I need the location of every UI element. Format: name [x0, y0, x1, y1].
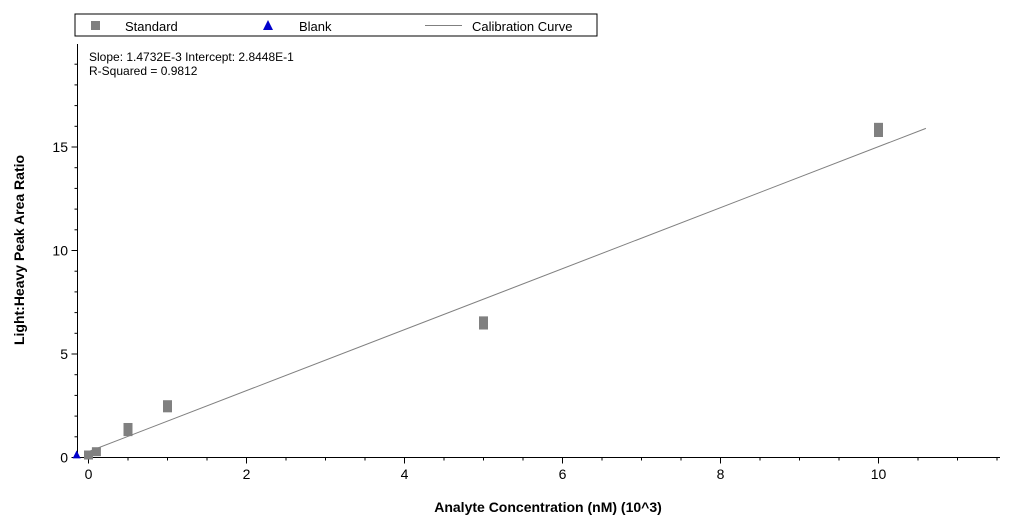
x-tick-label: 10	[871, 466, 887, 482]
x-tick-label: 6	[559, 466, 567, 482]
standard-point	[123, 422, 133, 432]
y-axis-ticks: 0 5 10 15	[52, 63, 78, 466]
legend-blank-marker	[263, 20, 273, 30]
standard-point	[91, 447, 101, 457]
legend-box	[74, 13, 598, 37]
legend-curve-label: Calibration Curve	[472, 19, 572, 34]
x-axis-title: Analyte Concentration (nM) (10^3)	[434, 499, 662, 515]
y-tick-label: 15	[52, 139, 68, 155]
legend-standard-marker	[91, 21, 100, 30]
calibration-curve-line	[88, 127, 927, 453]
plot-area	[72, 122, 927, 460]
blank-point	[72, 450, 81, 459]
standard-point	[874, 128, 883, 138]
standard-point	[479, 316, 488, 326]
standard-point	[874, 122, 883, 132]
y-tick-label: 5	[60, 346, 68, 362]
y-tick-label: 0	[60, 450, 68, 466]
equation-annotation: Slope: 1.4732E-3 Intercept: 2.8448E-1	[89, 50, 294, 64]
legend-standard-label: Standard	[125, 19, 178, 34]
x-tick-label: 0	[85, 466, 93, 482]
standard-point	[84, 450, 93, 460]
y-tick-label: 10	[52, 243, 68, 259]
x-tick-label: 8	[717, 466, 725, 482]
x-axis-ticks: 0 2 4 6 8 10	[85, 457, 998, 482]
x-tick-label: 4	[401, 466, 409, 482]
legend-blank-label: Blank	[299, 19, 332, 34]
legend: Standard Blank Calibration Curve	[74, 13, 598, 37]
x-tick-label: 2	[243, 466, 251, 482]
standard-point	[163, 400, 172, 410]
r-squared-annotation: R-Squared = 0.9812	[89, 64, 198, 78]
y-axis-title: Light:Heavy Peak Area Ratio	[11, 155, 27, 345]
